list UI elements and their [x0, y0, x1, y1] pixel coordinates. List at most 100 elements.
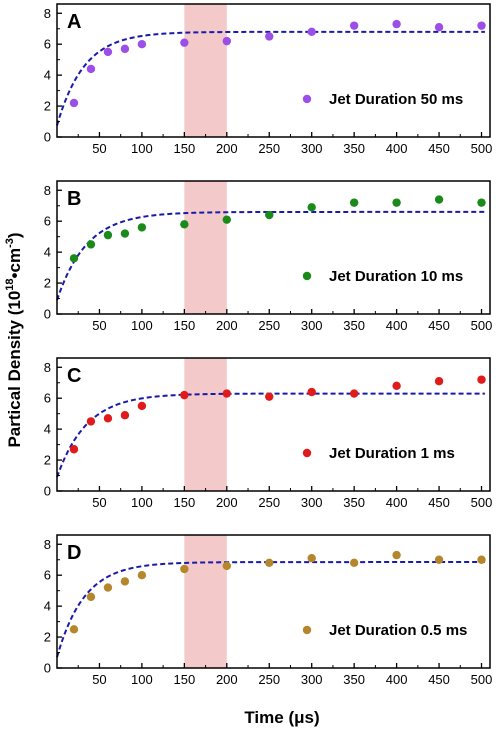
- data-point: [434, 376, 444, 386]
- plot-frame: [56, 3, 491, 138]
- legend-label: Jet Duration 1 ms: [329, 445, 455, 462]
- plot-frame: [56, 534, 491, 669]
- panel-letter: C: [67, 365, 81, 387]
- data-point: [180, 564, 189, 574]
- shaded-band: [184, 535, 227, 668]
- y-tick-label: 0: [44, 307, 51, 322]
- data-point: [434, 555, 444, 564]
- data-point: [86, 592, 96, 602]
- y-tick-label: 8: [44, 360, 51, 375]
- x-tick-label: 350: [343, 318, 365, 333]
- x-tick-label: 400: [386, 141, 408, 156]
- x-tick-label: 400: [386, 495, 408, 510]
- x-tick-label: 350: [343, 141, 365, 156]
- shaded-band: [184, 181, 227, 314]
- panel-b: 0 2 4 6 8 50 100 150 200 250 300 350 400 450 500 B Jet D…: [44, 180, 493, 333]
- x-tick-label: 100: [131, 318, 153, 333]
- data-point: [222, 561, 232, 571]
- data-point: [137, 401, 147, 411]
- x-tick-label: 200: [216, 318, 238, 333]
- legend-marker: [302, 271, 312, 281]
- data-point: [392, 19, 401, 29]
- data-point: [180, 220, 189, 229]
- legend-marker: [302, 94, 312, 104]
- data-point: [69, 254, 79, 263]
- x-tick-label: 300: [301, 495, 323, 510]
- legend-label: Jet Duration 0.5 ms: [329, 622, 467, 639]
- x-axis-title: Time (μs): [244, 708, 319, 727]
- fit-curve: [56, 392, 485, 478]
- x-tick-label: 450: [428, 318, 450, 333]
- data-point: [392, 550, 401, 560]
- data-point: [265, 32, 274, 41]
- data-point: [392, 198, 401, 207]
- data-point: [86, 417, 96, 426]
- y-tick-label: 8: [44, 183, 51, 198]
- data-point: [434, 22, 444, 32]
- x-tick-label: 300: [301, 318, 323, 333]
- x-tick-label: 100: [131, 495, 153, 510]
- y-tick-label: 0: [44, 484, 51, 499]
- data-point: [222, 36, 232, 46]
- data-point: [477, 555, 486, 564]
- legend-marker: [302, 625, 312, 635]
- fit-curve: [56, 210, 485, 301]
- x-tick-label: 50: [92, 672, 106, 687]
- x-tick-label: 50: [92, 141, 106, 156]
- x-tick-label: 500: [471, 141, 493, 156]
- data-point: [349, 21, 359, 30]
- y-tick-label: 2: [44, 630, 51, 645]
- fit-curve: [56, 561, 485, 658]
- data-point: [222, 215, 232, 224]
- data-point: [477, 198, 486, 207]
- y-tick-label: 2: [44, 276, 51, 291]
- x-tick-label: 500: [471, 672, 493, 687]
- x-tick-label: 200: [216, 141, 238, 156]
- data-point: [265, 558, 274, 568]
- data-point: [307, 387, 316, 397]
- data-point: [103, 230, 113, 240]
- panel-letter: D: [67, 542, 81, 564]
- x-tick-label: 100: [131, 141, 153, 156]
- x-tick-label: 150: [174, 318, 196, 333]
- x-tick-label: 500: [471, 318, 493, 333]
- x-tick-label: 400: [386, 672, 408, 687]
- data-point: [69, 625, 79, 634]
- y-tick-label: 6: [44, 391, 51, 406]
- data-point: [477, 375, 486, 384]
- x-tick-label: 300: [301, 141, 323, 156]
- legend-marker: [302, 448, 312, 458]
- data-point: [307, 203, 316, 212]
- data-point: [222, 389, 232, 398]
- data-point: [69, 445, 79, 454]
- data-point: [477, 21, 486, 30]
- data-point: [103, 47, 113, 57]
- data-point: [265, 392, 274, 401]
- x-tick-label: 200: [216, 495, 238, 510]
- x-tick-label: 250: [258, 318, 280, 333]
- x-tick-label: 150: [174, 672, 196, 687]
- x-tick-label: 300: [301, 672, 323, 687]
- data-point: [137, 40, 147, 49]
- x-tick-label: 350: [343, 495, 365, 510]
- x-tick-label: 400: [386, 318, 408, 333]
- data-point: [349, 558, 359, 568]
- y-tick-label: 6: [44, 214, 51, 229]
- data-point: [265, 210, 274, 220]
- data-point: [69, 98, 79, 108]
- data-point: [180, 390, 189, 400]
- panel-c: 0 2 4 6 8 50 100 150 200 250 300 350 400 450 500 C Jet D…: [44, 357, 492, 510]
- panel-a: 0 2 4 6 8 50 100 150 200 250 300 350 400 450 500 A Jet D…: [44, 3, 493, 156]
- data-point: [180, 38, 189, 47]
- x-tick-label: 50: [92, 318, 106, 333]
- data-point: [349, 389, 359, 398]
- plot-frame: [56, 357, 491, 492]
- x-tick-label: 150: [174, 495, 196, 510]
- data-point: [86, 240, 96, 249]
- panel-letter: A: [67, 11, 81, 33]
- y-tick-label: 8: [44, 6, 51, 21]
- data-point: [392, 381, 401, 391]
- x-tick-label: 250: [258, 495, 280, 510]
